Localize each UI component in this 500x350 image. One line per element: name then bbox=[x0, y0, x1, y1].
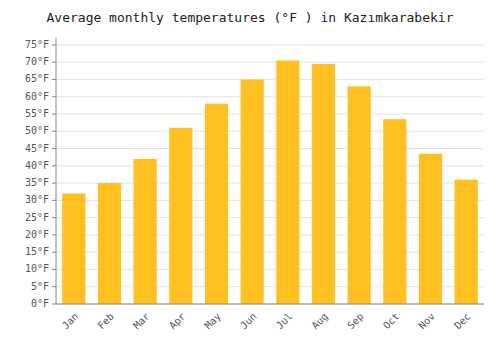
bar bbox=[62, 193, 85, 304]
bar bbox=[205, 104, 228, 304]
y-tick bbox=[52, 217, 56, 218]
y-tick-label: 50°F bbox=[25, 125, 49, 136]
y-tick-label: 55°F bbox=[25, 108, 49, 119]
bar bbox=[276, 60, 299, 304]
y-tick-label: 15°F bbox=[25, 246, 49, 257]
bar bbox=[312, 64, 335, 304]
grid-line bbox=[56, 79, 484, 80]
y-tick bbox=[52, 62, 56, 63]
grid-line bbox=[56, 44, 484, 45]
y-tick bbox=[52, 252, 56, 253]
y-tick-label: 10°F bbox=[25, 263, 49, 274]
y-tick bbox=[52, 286, 56, 287]
y-tick-label: 35°F bbox=[25, 177, 49, 188]
x-axis-line bbox=[56, 304, 484, 305]
y-tick-label: 30°F bbox=[25, 194, 49, 205]
grid-line bbox=[56, 304, 484, 305]
y-tick-label: 25°F bbox=[25, 212, 49, 223]
bar bbox=[98, 183, 121, 304]
bar bbox=[169, 128, 192, 304]
y-tick bbox=[52, 269, 56, 270]
grid-line bbox=[56, 96, 484, 97]
y-tick bbox=[52, 200, 56, 201]
x-tick-label: Nov bbox=[416, 311, 437, 332]
y-tick-label: 60°F bbox=[25, 91, 49, 102]
x-tick-label: Aug bbox=[309, 311, 330, 332]
chart: 0°F 5°F 10°F 15°F 20°F 25°F 30°F 35°F 40°F 45°F 50… bbox=[0, 0, 500, 350]
x-tick-label: Oct bbox=[381, 311, 402, 332]
x-axis: Jan Feb Mar Apr May Jun Jul Aug Sep Oct Nov Dec bbox=[60, 311, 473, 332]
x-tick-label: Apr bbox=[167, 311, 188, 332]
y-axis-line bbox=[56, 38, 57, 304]
y-tick-label: 45°F bbox=[25, 143, 49, 154]
x-tick-label: Jul bbox=[274, 311, 295, 332]
y-tick bbox=[52, 148, 56, 149]
bar bbox=[241, 79, 264, 304]
x-tick-label: Jun bbox=[238, 311, 259, 332]
x-tick-label: Jan bbox=[60, 311, 81, 332]
x-tick-label: Mar bbox=[131, 311, 152, 332]
y-tick bbox=[52, 131, 56, 132]
grid-line bbox=[56, 148, 484, 149]
grid-line bbox=[56, 131, 484, 132]
y-tick bbox=[52, 304, 56, 305]
y-axis: 0°F 5°F 10°F 15°F 20°F 25°F 30°F 35°F 40°F 45°F 50… bbox=[25, 39, 56, 309]
bar bbox=[383, 119, 406, 304]
grid-line bbox=[56, 62, 484, 63]
bar bbox=[455, 180, 478, 304]
y-tick-label: 20°F bbox=[25, 229, 49, 240]
x-tick-label: Sep bbox=[345, 311, 366, 332]
y-tick-label: 40°F bbox=[25, 160, 49, 171]
title: Average monthly temperatures (°F ) in Ka… bbox=[47, 10, 454, 25]
y-tick-label: 65°F bbox=[25, 73, 49, 84]
bars bbox=[62, 60, 478, 304]
bar bbox=[419, 154, 442, 304]
y-tick bbox=[52, 165, 56, 166]
y-tick bbox=[52, 79, 56, 80]
bar bbox=[134, 159, 157, 304]
y-tick-label: 75°F bbox=[25, 39, 49, 50]
x-tick-label: Dec bbox=[452, 311, 473, 332]
y-tick-label: 70°F bbox=[25, 56, 49, 67]
x-tick-label: May bbox=[202, 311, 223, 332]
bar bbox=[348, 86, 371, 304]
y-tick-label: 5°F bbox=[31, 281, 49, 292]
grid bbox=[56, 45, 484, 304]
y-tick bbox=[52, 96, 56, 97]
y-tick bbox=[52, 114, 56, 115]
x-tick-label: Feb bbox=[95, 311, 116, 332]
y-tick bbox=[52, 44, 56, 45]
grid-line bbox=[56, 114, 484, 115]
y-tick-label: 0°F bbox=[31, 298, 49, 309]
y-tick bbox=[52, 234, 56, 235]
y-tick bbox=[52, 183, 56, 184]
